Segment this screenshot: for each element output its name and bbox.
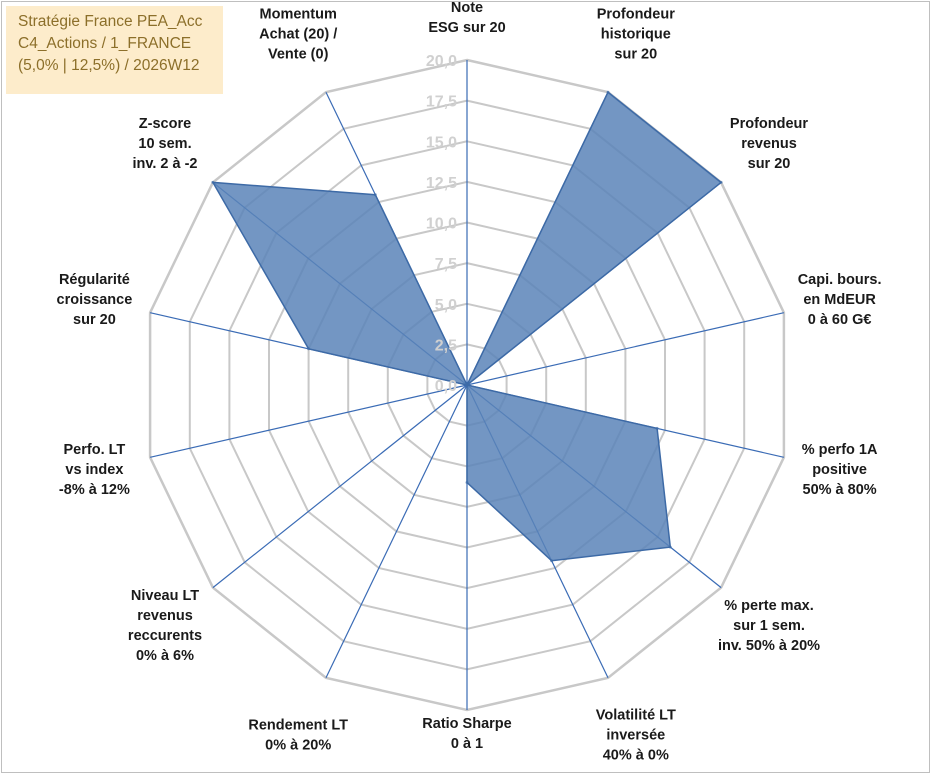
axis-label-12: Z-score 10 sem. inv. 2 à -2	[132, 116, 197, 172]
data-point-5	[668, 545, 672, 549]
data-point-11	[307, 347, 311, 351]
axis-label-line: Volatilité LT	[596, 708, 676, 724]
data-point-1	[606, 90, 610, 94]
tick-label-1: 2,5	[435, 337, 457, 354]
tick-label-5: 12,5	[426, 175, 457, 192]
tick-label-3: 7,5	[435, 256, 457, 273]
caption-strategy: Stratégie France PEA_Acc	[18, 13, 203, 30]
axis-label-line: Profondeur	[730, 116, 808, 132]
axis-label-line: Vente (0)	[268, 47, 329, 63]
tick-label-2: 5,0	[435, 297, 457, 314]
spoke-9	[212, 384, 468, 589]
axis-label-line: sur 1 sem.	[733, 618, 805, 634]
axis-label-line: 50% à 80%	[803, 482, 877, 498]
tick-label-0: 0,0	[435, 378, 457, 395]
data-point-10	[465, 383, 469, 387]
data-point-6	[550, 559, 554, 563]
axis-label-13: Momentum Achat (20) / Vente (0)	[259, 7, 337, 63]
spoke-10	[149, 384, 468, 458]
caption-universe: C4_Actions / 1_FRANCE	[18, 35, 192, 52]
axis-label-line: Achat (20) /	[259, 27, 337, 43]
axis-label-line: Z-score	[139, 116, 191, 132]
axis-label-line: Momentum	[260, 7, 337, 23]
axis-label-line: revenus	[741, 136, 797, 152]
axis-label-line: ESG sur 20	[428, 20, 505, 36]
axis-label-line: Capi. bours.	[798, 272, 882, 288]
axis-label-line: inv. 2 à -2	[132, 156, 197, 172]
data-point-4	[655, 426, 659, 430]
axis-label-line: 0% à 20%	[265, 738, 331, 754]
axis-label-10: Perfo. LT vs index -8% à 12%	[59, 442, 130, 498]
spoke-3	[466, 312, 785, 386]
axis-label-line: % perte max.	[724, 598, 813, 614]
caption-params: (5,0% | 12,5%) / 2026W12	[18, 57, 200, 74]
axis-label-line: Ratio Sharpe	[422, 716, 511, 732]
tick-label-6: 15,0	[426, 134, 457, 151]
axis-label-line: Profondeur	[597, 7, 675, 23]
axis-label-line: revenus	[137, 608, 193, 624]
axis-label-line: sur 20	[73, 312, 116, 328]
axis-label-line: historique	[601, 27, 671, 43]
axis-label-6: Volatilité LT inversée 40% à 0%	[596, 708, 676, 764]
axis-label-1: Profondeur historique sur 20	[597, 7, 675, 63]
axis-label-line: reccurents	[128, 628, 202, 644]
axis-label-4: % perfo 1A positive 50% à 80%	[802, 442, 878, 498]
axis-label-line: Note	[451, 0, 483, 16]
data-point-13	[373, 193, 377, 197]
axis-label-line: Perfo. LT	[64, 442, 126, 458]
data-point-12	[211, 180, 215, 184]
axis-label-line: inv. 50% à 20%	[718, 638, 820, 654]
axis-label-line: inversée	[606, 728, 665, 744]
axis-label-line: en MdEUR	[803, 292, 876, 308]
axis-label-line: % perfo 1A	[802, 442, 878, 458]
axis-label-line: 0 à 1	[451, 736, 483, 752]
axis-label-8: Rendement LT 0% à 20%	[248, 718, 348, 754]
axis-label-line: 0 à 60 G€	[808, 312, 872, 328]
tick-label-4: 10,0	[426, 216, 457, 233]
axis-label-line: croissance	[57, 292, 133, 308]
axis-label-line: Niveau LT	[131, 588, 199, 604]
data-point-2	[719, 180, 723, 184]
axis-label-5: % perte max. sur 1 sem. inv. 50% à 20%	[718, 598, 820, 654]
axis-label-7: Ratio Sharpe 0 à 1	[422, 716, 511, 752]
data-point-7	[465, 481, 469, 484]
axis-label-line: sur 20	[748, 156, 791, 172]
axis-label-0: Note ESG sur 20	[428, 0, 505, 36]
axis-label-11: Régularité croissance sur 20	[57, 272, 133, 328]
axis-label-line: positive	[812, 462, 867, 478]
axis-label-line: -8% à 12%	[59, 482, 130, 498]
radar-category-labels: Note ESG sur 20 Profondeur historique sur 20…	[57, 0, 882, 764]
axis-label-3: Capi. bours. en MdEUR 0 à 60 G€	[798, 272, 882, 328]
axis-label-9: Niveau LT revenus reccurents 0% à 6%	[128, 588, 202, 664]
spoke-8	[325, 384, 468, 679]
axis-label-line: Régularité	[59, 272, 130, 288]
axis-label-2: Profondeur revenus sur 20	[730, 116, 808, 172]
tick-label-8: 20,0	[426, 53, 457, 70]
axis-label-line: sur 20	[614, 47, 657, 63]
axis-label-line: Rendement LT	[248, 718, 348, 734]
axis-label-line: 40% à 0%	[603, 748, 669, 764]
tick-label-7: 17,5	[426, 94, 457, 111]
chart-caption: Stratégie France PEA_Acc C4_Actions / 1_…	[6, 6, 223, 94]
radar-tick-labels: 0,0 2,5 5,0 7,5 10,0 12,5 15,0 17,5 20,0	[426, 53, 457, 395]
axis-label-line: 10 sem.	[138, 136, 191, 152]
axis-label-line: 0% à 6%	[136, 648, 194, 664]
axis-label-line: vs index	[65, 462, 123, 478]
